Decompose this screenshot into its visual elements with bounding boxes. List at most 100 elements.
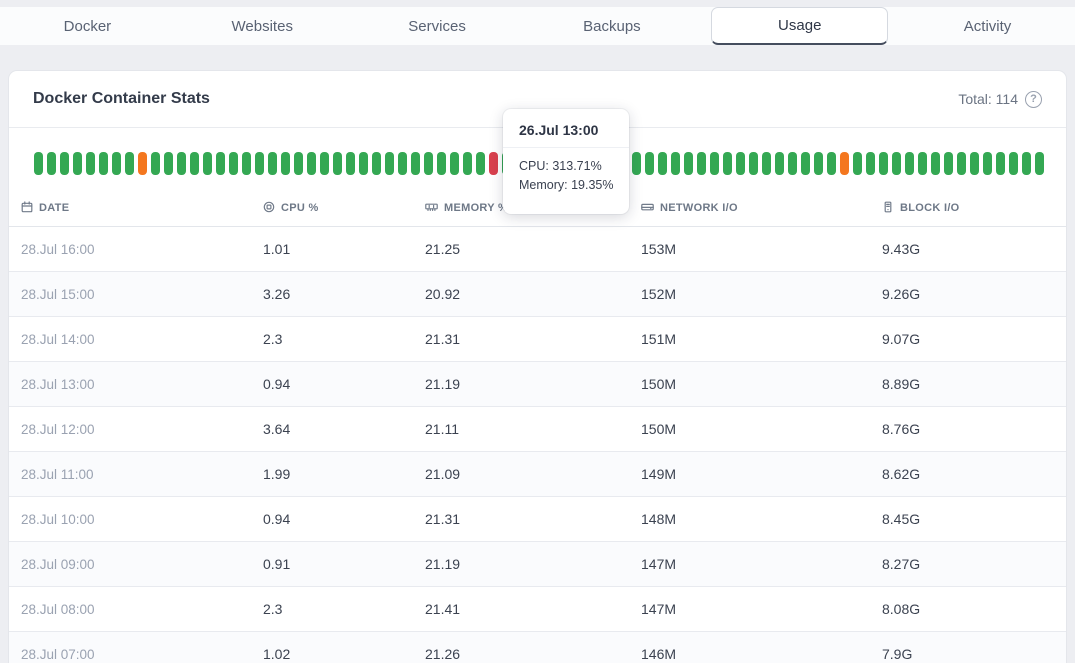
usage-bar[interactable]	[957, 152, 966, 175]
usage-bar[interactable]	[203, 152, 212, 175]
usage-bar[interactable]	[1009, 152, 1018, 175]
usage-bar[interactable]	[424, 152, 433, 175]
usage-bar[interactable]	[398, 152, 407, 175]
table-row: 28.Jul 16:00 1.01 21.25 153M 9.43G	[9, 226, 1066, 272]
usage-bar[interactable]	[151, 152, 160, 175]
usage-bar[interactable]	[710, 152, 719, 175]
column-header-date: DATE	[9, 201, 251, 227]
usage-bar[interactable]	[853, 152, 862, 175]
cell-network: 152M	[629, 271, 870, 317]
network-icon	[641, 201, 654, 216]
usage-bar-orange[interactable]	[840, 152, 849, 175]
cell-memory: 21.25	[413, 226, 629, 272]
usage-bar[interactable]	[463, 152, 472, 175]
usage-bar[interactable]	[437, 152, 446, 175]
cell-memory: 20.92	[413, 271, 629, 317]
usage-bar[interactable]	[307, 152, 316, 175]
usage-bar[interactable]	[905, 152, 914, 175]
usage-bar[interactable]	[268, 152, 277, 175]
cell-date: 28.Jul 10:00	[9, 496, 251, 542]
usage-bar[interactable]	[944, 152, 953, 175]
stats-table-body: 28.Jul 16:00 1.01 21.25 153M 9.43G 28.Jul 15:…	[9, 226, 1066, 663]
usage-bar[interactable]	[996, 152, 1005, 175]
usage-bar[interactable]	[60, 152, 69, 175]
usage-bar[interactable]	[255, 152, 264, 175]
table-row: 28.Jul 08:00 2.3 21.41 147M 8.08G	[9, 586, 1066, 632]
usage-bar[interactable]	[281, 152, 290, 175]
column-label: NETWORK I/O	[660, 202, 738, 214]
cell-date: 28.Jul 14:00	[9, 316, 251, 362]
cpu-icon	[263, 201, 275, 216]
usage-bar[interactable]	[73, 152, 82, 175]
tab-websites[interactable]: Websites	[231, 17, 293, 35]
usage-bar[interactable]	[1035, 152, 1044, 175]
usage-bar[interactable]	[879, 152, 888, 175]
usage-bar[interactable]	[775, 152, 784, 175]
usage-bar[interactable]	[164, 152, 173, 175]
usage-bar[interactable]	[229, 152, 238, 175]
usage-bar[interactable]	[684, 152, 693, 175]
cell-block: 7.9G	[870, 631, 1066, 663]
cell-network: 150M	[629, 406, 870, 452]
usage-bar[interactable]	[372, 152, 381, 175]
tab-activity[interactable]: Activity	[963, 17, 1012, 35]
usage-bar[interactable]	[47, 152, 56, 175]
stats-table: DATE CPU % MEMORY % NETWORK I/O BLOCK I/O 28…	[9, 201, 1066, 663]
tab-docker[interactable]: Docker	[63, 17, 112, 35]
cell-memory: 21.41	[413, 586, 629, 632]
tab-usage[interactable]: Usage	[711, 7, 889, 45]
usage-bar[interactable]	[632, 152, 641, 175]
usage-bar[interactable]	[762, 152, 771, 175]
usage-bar[interactable]	[450, 152, 459, 175]
usage-bar[interactable]	[1022, 152, 1031, 175]
usage-bar-orange[interactable]	[138, 152, 147, 175]
cell-cpu: 1.02	[251, 631, 413, 663]
tab-services[interactable]: Services	[408, 17, 466, 35]
column-label: CPU %	[281, 202, 319, 214]
usage-bar[interactable]	[866, 152, 875, 175]
usage-bar[interactable]	[736, 152, 745, 175]
usage-bar-red[interactable]	[489, 152, 498, 175]
usage-bar[interactable]	[112, 152, 121, 175]
usage-bar[interactable]	[801, 152, 810, 175]
usage-bar[interactable]	[86, 152, 95, 175]
usage-bar[interactable]	[359, 152, 368, 175]
usage-bar[interactable]	[671, 152, 680, 175]
usage-bar[interactable]	[320, 152, 329, 175]
usage-bar[interactable]	[658, 152, 667, 175]
column-header-network: NETWORK I/O	[629, 201, 870, 227]
cell-cpu: 0.94	[251, 496, 413, 542]
usage-bar[interactable]	[788, 152, 797, 175]
usage-bar[interactable]	[125, 152, 134, 175]
usage-bar[interactable]	[476, 152, 485, 175]
usage-bar[interactable]	[697, 152, 706, 175]
usage-bar[interactable]	[918, 152, 927, 175]
usage-bar[interactable]	[749, 152, 758, 175]
usage-bar[interactable]	[177, 152, 186, 175]
tab-backups[interactable]: Backups	[583, 17, 641, 35]
usage-bar[interactable]	[242, 152, 251, 175]
usage-bar[interactable]	[970, 152, 979, 175]
cell-network: 148M	[629, 496, 870, 542]
usage-bar[interactable]	[931, 152, 940, 175]
usage-bar[interactable]	[99, 152, 108, 175]
usage-bar[interactable]	[385, 152, 394, 175]
usage-bar[interactable]	[645, 152, 654, 175]
usage-bar[interactable]	[190, 152, 199, 175]
usage-bar[interactable]	[411, 152, 420, 175]
usage-bar[interactable]	[814, 152, 823, 175]
cell-date: 28.Jul 15:00	[9, 271, 251, 317]
usage-bar[interactable]	[827, 152, 836, 175]
column-header-cpu: CPU %	[251, 201, 413, 227]
usage-bar[interactable]	[216, 152, 225, 175]
usage-bar[interactable]	[892, 152, 901, 175]
usage-bar[interactable]	[34, 152, 43, 175]
help-icon[interactable]: ?	[1025, 90, 1042, 108]
table-row: 28.Jul 13:00 0.94 21.19 150M 8.89G	[9, 361, 1066, 407]
usage-bar[interactable]	[346, 152, 355, 175]
cell-network: 146M	[629, 631, 870, 663]
usage-bar[interactable]	[333, 152, 342, 175]
usage-bar[interactable]	[983, 152, 992, 175]
usage-bar[interactable]	[294, 152, 303, 175]
usage-bar[interactable]	[723, 152, 732, 175]
